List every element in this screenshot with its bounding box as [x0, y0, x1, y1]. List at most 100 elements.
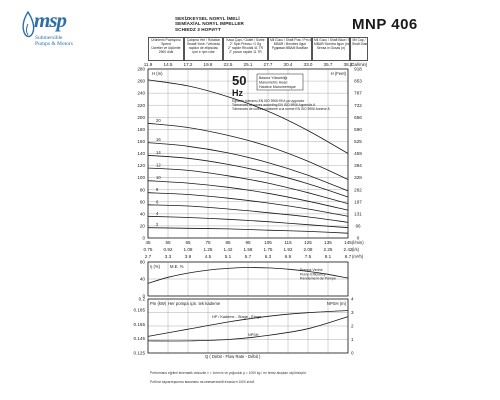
footer-note-2: Роботи характеристик виконано на кінемат… — [150, 380, 255, 384]
npsh-y-tick-label-1: 1 — [351, 337, 354, 342]
tolerance-note-0: Eğrilerin toleransı EN ISO 9906:99 A ya … — [232, 99, 305, 103]
y-tick-label-10: 200 — [137, 115, 145, 120]
spec-cell-rotation: Çalışma Yeri / Rotation Seaalt Yone / Vel… — [184, 37, 223, 61]
y-right-tick-label-1: 66 — [355, 224, 361, 229]
head-legend-line-2: Hauteur Manometrique — [259, 85, 296, 89]
x-tick-label-r2-9: 8.1 — [325, 254, 332, 259]
y-tick-label-0: 0 — [142, 236, 145, 241]
x-tick-label-r2-0: 2.7 — [145, 254, 152, 259]
head-curve-16 — [147, 142, 349, 192]
y-tick-label-7: 140 — [137, 151, 145, 156]
x-tick-label-r2-10: 8.7 — [345, 254, 352, 259]
head-curve-label-12: 12 — [156, 162, 161, 167]
x-tick-label-r0-9: 135 — [324, 240, 332, 245]
top-axis-unit: (Gal/min) — [350, 62, 368, 67]
x-tick-label-r2-5: 5.7 — [245, 254, 252, 259]
head-curve-4 — [147, 215, 349, 229]
spec-cell-outlet: Kasa Çapı / Outlet / Sortie 2" Spin Press… — [223, 37, 268, 61]
x-axis-unit-2: (m³/h) — [352, 254, 364, 259]
x-tick-label-r2-3: 4.5 — [205, 254, 212, 259]
x-tick-label-r2-2: 3.9 — [185, 254, 192, 259]
tolerance-note-1: Tolerances of curves according EN ISO 99… — [232, 103, 316, 107]
npsh-y-axis-label: NPSH (m) — [327, 301, 347, 306]
x-tick-label-r0-1: 55 — [165, 240, 171, 245]
x-axis-unit-0: (l/min) — [352, 240, 364, 245]
head-curve-6 — [147, 204, 349, 223]
y-tick-label-12: 240 — [137, 91, 145, 96]
eff-legend-line-2: Rendement de Pompe — [300, 277, 336, 281]
top-tick-label-4: 22.5 — [224, 62, 233, 67]
npsh-curve — [147, 316, 349, 342]
eff-legend-line-1: Pump Efficiency — [300, 272, 326, 276]
x-tick-label-r1-8: 2.08 — [304, 247, 313, 252]
head-curve-10 — [147, 180, 349, 211]
y-tick-label-6: 120 — [137, 163, 145, 168]
head-legend-line-0: Basma Yüksekliği — [259, 76, 287, 80]
x-tick-label-r1-10: 2.42 — [344, 247, 353, 252]
power-curve — [147, 310, 349, 337]
x-tick-label-r2-7: 6.9 — [285, 254, 292, 259]
top-tick-label-9: 35.7 — [324, 62, 333, 67]
x-tick-label-r2-6: 6.3 — [265, 254, 272, 259]
eff-y-axis-label: η (%) — [150, 264, 161, 269]
tolerance-note-2: Tolerances de curbes conforme a la norme… — [232, 107, 330, 111]
efficiency-curve — [147, 267, 349, 284]
y-right-tick-label-0: 0 — [357, 236, 360, 241]
npsh-y-tick-label-4: 4 — [351, 297, 354, 302]
logo: msp Submersible Pumps & Motors — [20, 8, 90, 52]
top-tick-label-6: 27.7 — [264, 62, 273, 67]
x-tick-label-r1-3: 1.25 — [204, 247, 213, 252]
x-tick-label-r0-5: 95 — [245, 240, 251, 245]
pwr-y-tick-label-3: 0.185 — [134, 307, 146, 312]
head-curve-label-4: 4 — [156, 211, 159, 216]
y-right-tick-label-6: 394 — [354, 163, 362, 168]
x-tick-label-r0-7: 115 — [284, 240, 292, 245]
y-right-tick-label-10: 656 — [354, 115, 362, 120]
y-right-tick-label-13: 853 — [354, 79, 362, 84]
y-right-tick-label-7: 459 — [354, 151, 362, 156]
npsh-y-tick-label-0: 0 — [351, 351, 354, 356]
y-tick-label-14: 280 — [137, 67, 145, 72]
y-axis-label: H (m) — [152, 71, 163, 76]
y-right-tick-label-2: 131 — [354, 211, 362, 216]
y-tick-label-13: 260 — [137, 79, 145, 84]
head-curve-label-8: 8 — [156, 187, 159, 192]
eff-y-tick-label-1: 40 — [140, 277, 146, 282]
x-tick-label-r1-2: 1.08 — [184, 247, 193, 252]
head-legend-box — [256, 73, 304, 91]
y-right-tick-label-5: 328 — [354, 175, 362, 180]
power-curve-label: HP / Kademe - Stage - Étage — [212, 314, 261, 319]
spec-cell-shaft-blow: Mil Gucu / Shaft Blow / Pm MBAR/ Bomba Il… — [312, 37, 350, 61]
top-tick-label-3: 19.8 — [204, 62, 213, 67]
x-tick-label-r2-8: 7.5 — [305, 254, 312, 259]
pwr-y-tick-label-2: 0.165 — [134, 322, 146, 327]
x-tick-label-r1-4: 1.42 — [224, 247, 233, 252]
y-tick-label-8: 160 — [137, 139, 145, 144]
head-legend-line-1: Manometric Head — [259, 81, 287, 85]
pwr-y-axis-label: Pm (kW) — [150, 301, 167, 306]
y-tick-label-9: 180 — [137, 127, 145, 132]
x-tick-label-r2-1: 3.3 — [165, 254, 172, 259]
top-tick-label-7: 30.4 — [284, 62, 293, 67]
logo-wordmark: msp — [34, 8, 67, 32]
pwr-y-tick-label-4: 0.2 — [139, 297, 146, 302]
footer-note-1: Performans eğrileri kinematik viskozite … — [150, 371, 307, 375]
y-right-axis-label: H (Feet) — [331, 71, 347, 76]
product-titles: SEKİZKEYSEL NORYL İMELİ SEMİAXİAL NORYL … — [175, 16, 244, 32]
head-curve-8 — [147, 192, 349, 217]
y-right-tick-label-3: 197 — [354, 199, 362, 204]
top-tick-label-10: 38.3 — [344, 62, 353, 67]
head-curve-label-14: 14 — [156, 150, 161, 155]
npsh-y-tick-label-3: 3 — [351, 310, 354, 315]
x-tick-label-r2-4: 5.1 — [225, 254, 232, 259]
x-tick-label-r1-6: 1.75 — [264, 247, 273, 252]
title-line-2: SEMİAXİAL NORYL IMPELLER — [175, 21, 244, 27]
y-right-tick-label-9: 590 — [354, 127, 362, 132]
npsh-curve-label: NPSH — [248, 333, 259, 337]
title-line-1: SEKİZKEYSEL NORYL İMELİ — [175, 16, 240, 21]
x-tick-label-r0-8: 125 — [304, 240, 312, 245]
eff-series-label: M.E. % — [170, 264, 184, 269]
logo-tagline-1: Submersible — [35, 35, 63, 41]
top-tick-label-5: 25.1 — [244, 62, 253, 67]
